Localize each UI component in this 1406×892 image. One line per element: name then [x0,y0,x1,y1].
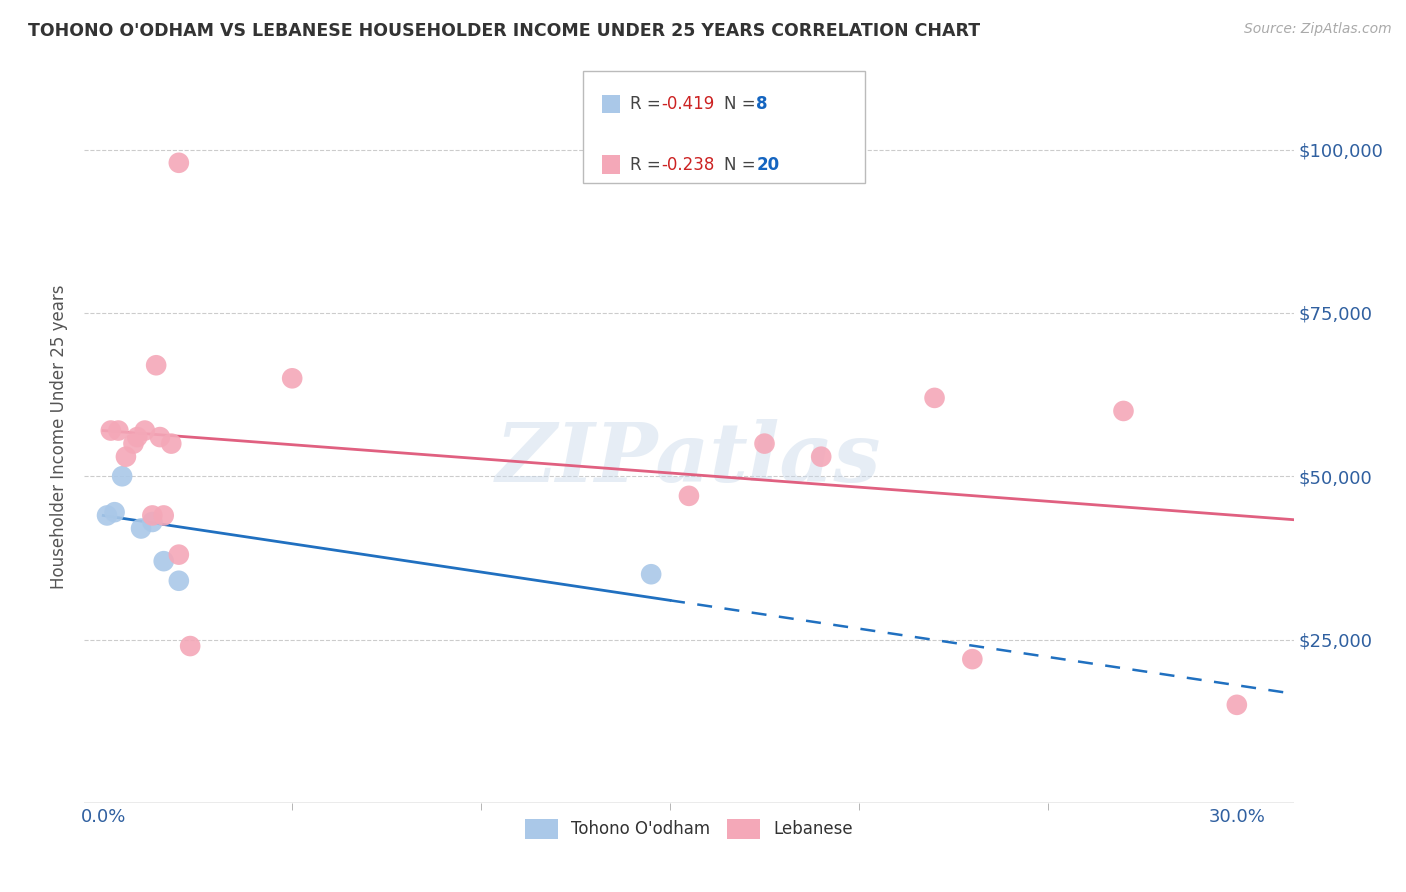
Point [810,450,832,464]
Point [145,358,167,372]
Text: 20: 20 [756,156,779,174]
Point [96,508,118,523]
Point [111,469,134,483]
Point [152,554,174,568]
Text: TOHONO O'ODHAM VS LEBANESE HOUSEHOLDER INCOME UNDER 25 YEARS CORRELATION CHART: TOHONO O'ODHAM VS LEBANESE HOUSEHOLDER I… [28,22,980,40]
Point [122,436,145,450]
Point [167,574,190,588]
Point [134,424,156,438]
Point [924,391,946,405]
Legend: Tohono O'odham, Lebanese: Tohono O'odham, Lebanese [517,812,860,846]
Point [104,505,127,519]
Point [152,508,174,523]
Point [149,430,172,444]
Text: -0.419: -0.419 [661,95,714,113]
Point [754,436,776,450]
Text: ZIPatlas: ZIPatlas [496,419,882,499]
Point [115,450,138,464]
Text: -0.238: -0.238 [661,156,714,174]
Point [179,639,201,653]
Text: R =: R = [630,156,666,174]
Point [141,508,163,523]
Text: 8: 8 [756,95,768,113]
Text: Source: ZipAtlas.com: Source: ZipAtlas.com [1244,22,1392,37]
Text: R =: R = [630,95,666,113]
Point [167,548,190,562]
Point [107,424,129,438]
Point [678,489,700,503]
Point [962,652,984,666]
Point [100,424,122,438]
Point [281,371,304,385]
Y-axis label: Householder Income Under 25 years: Householder Income Under 25 years [51,285,69,590]
Point [1112,404,1135,418]
Point [160,436,183,450]
Point [141,515,163,529]
Point [640,567,662,582]
Point [167,155,190,169]
Text: N =: N = [724,95,761,113]
Point [127,430,149,444]
Text: N =: N = [724,156,761,174]
Point [1226,698,1249,712]
Point [129,521,152,535]
